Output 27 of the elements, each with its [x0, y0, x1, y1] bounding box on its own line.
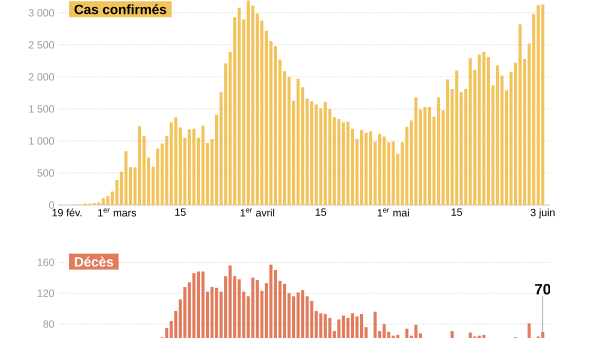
x-tick-label: 15 [175, 208, 186, 216]
bar [428, 106, 432, 205]
chart-title: Décès [74, 256, 114, 267]
chart-title: Cas confirmés [74, 4, 166, 14]
x-tick-label: 1$^{er}$ mars [98, 208, 136, 217]
y-tick-label: 1 000 [29, 137, 54, 145]
y-tick-label: 160 [38, 258, 54, 266]
bar [201, 126, 205, 205]
bar [124, 151, 128, 205]
x-tick-label: 3 juin [530, 208, 555, 218]
y-tick-label: 2 000 [28, 73, 54, 81]
data-label: 70 [535, 284, 550, 295]
x-tick-label: 1$^{er}$ avril [240, 208, 274, 217]
y-tick-label: 80 [43, 320, 54, 328]
y-tick-label: 0 [49, 201, 54, 209]
y-tick-label: 1 500 [29, 105, 54, 113]
y-tick-label: 120 [38, 289, 54, 297]
x-tick-label: 1$^{er}$ mai [378, 208, 409, 217]
y-tick-label: 2 500 [28, 41, 54, 49]
y-tick-label: 3 000 [28, 9, 54, 17]
x-tick-label: 15 [452, 208, 462, 216]
bar [360, 130, 364, 205]
bar [496, 65, 500, 205]
y-tick-label: 500 [37, 169, 54, 177]
x-tick-label: 15 [316, 208, 326, 216]
bar [423, 106, 427, 205]
x-tick-label: 19 fév. [52, 208, 82, 216]
